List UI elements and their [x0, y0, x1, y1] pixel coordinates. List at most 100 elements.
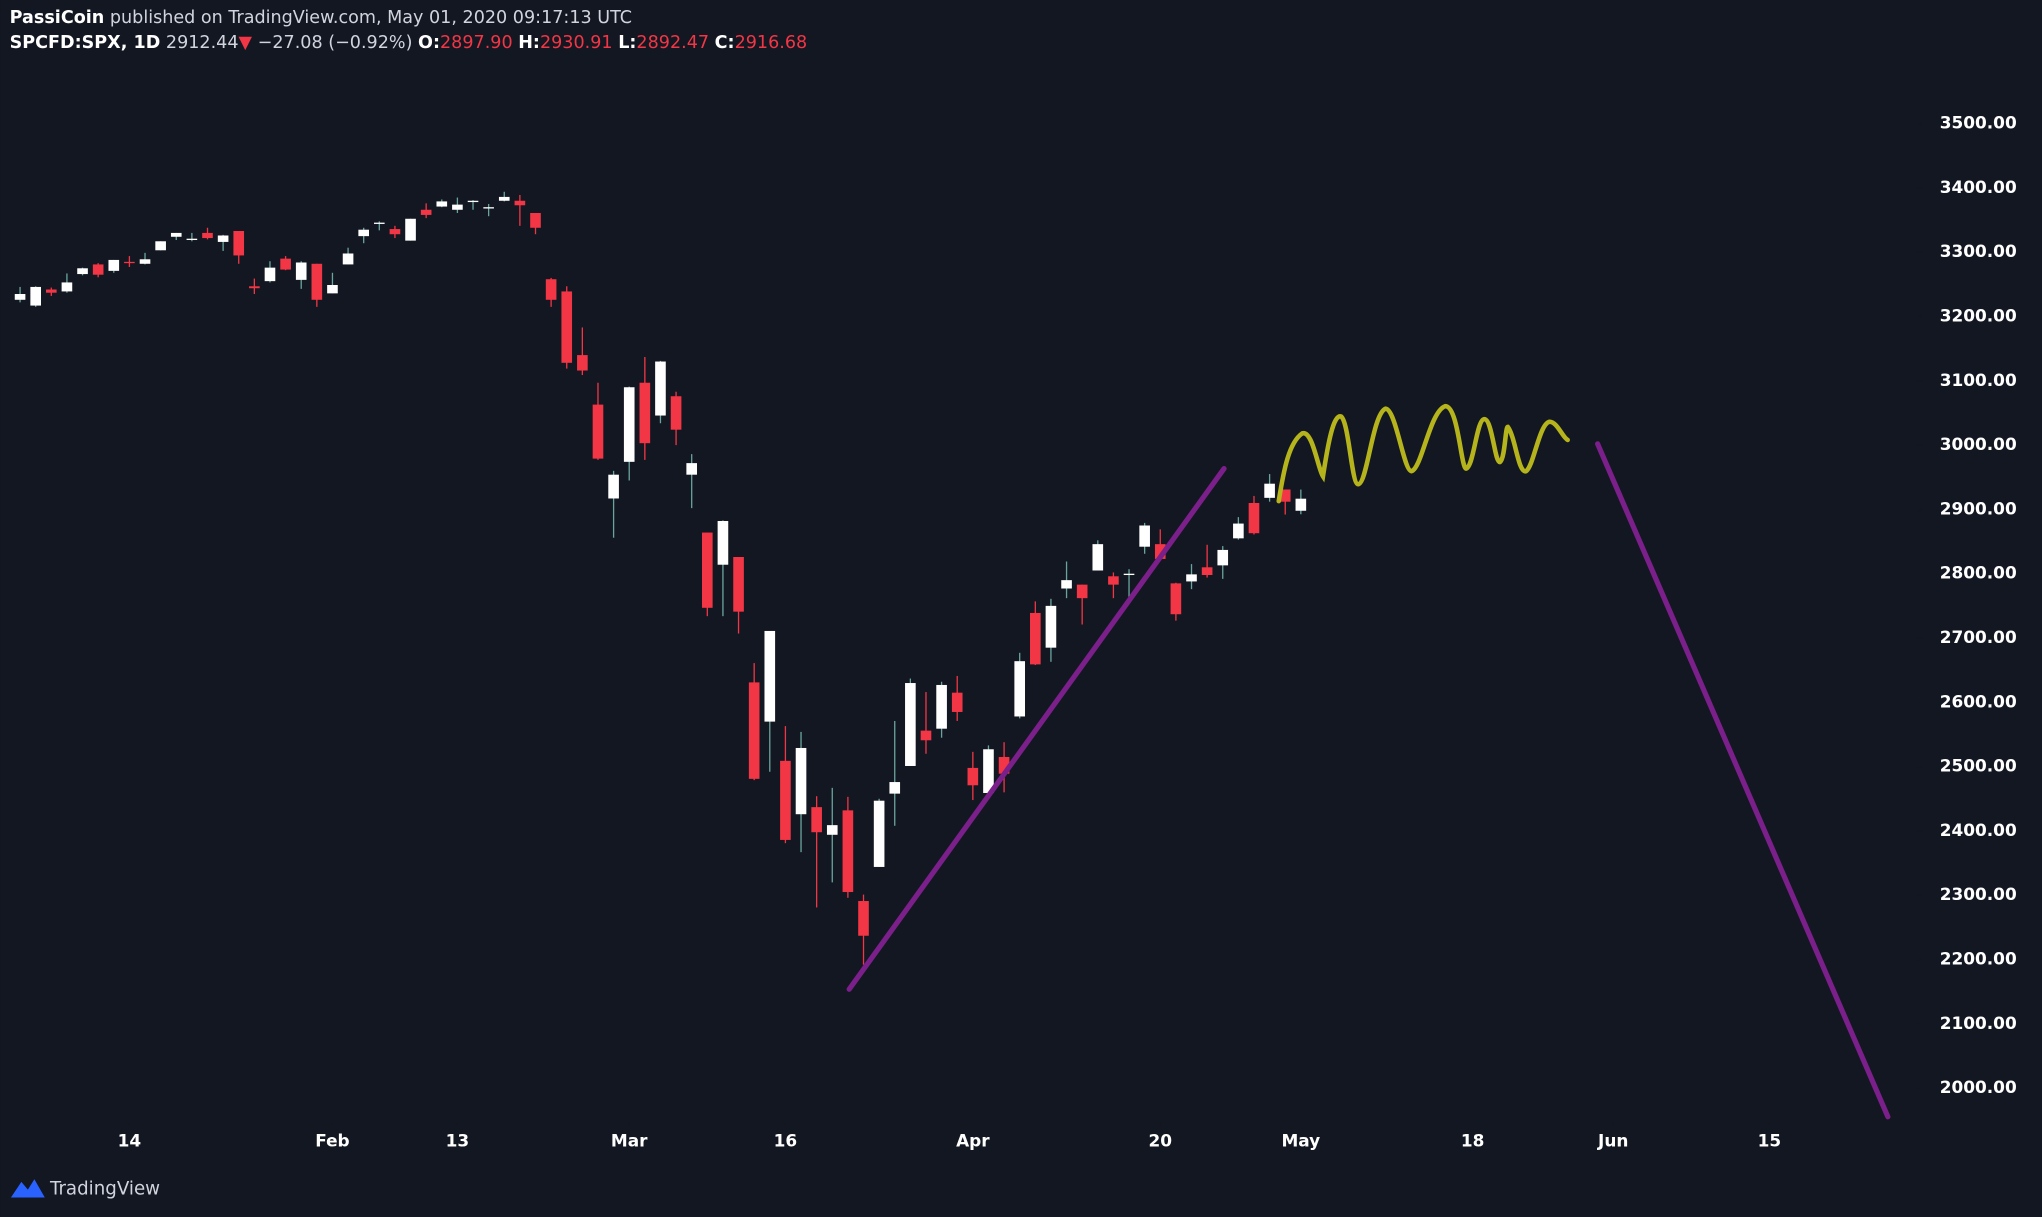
y-tick-label: 2900.00 — [1940, 498, 2017, 518]
candle-body — [889, 782, 901, 794]
candle-body — [311, 263, 323, 300]
candle-body — [170, 232, 182, 237]
ohlc-label: C: — [715, 33, 735, 53]
x-tick-label: 15 — [1758, 1131, 1782, 1151]
candle-body — [373, 222, 385, 224]
ohlc-value: 2892.47 — [636, 33, 709, 53]
candle-body — [608, 474, 619, 499]
x-tick-label: 20 — [1149, 1131, 1173, 1151]
candle-body — [811, 807, 822, 833]
price: 2912.44 — [166, 33, 239, 53]
candle-body — [1217, 549, 1229, 566]
y-tick-label: 2500.00 — [1940, 756, 2017, 776]
candle-body — [717, 520, 729, 565]
candle-body — [1139, 525, 1150, 547]
x-tick-label: Apr — [956, 1131, 990, 1151]
candle-body — [1030, 612, 1041, 665]
candle-body — [998, 756, 1010, 774]
candle-body — [1154, 544, 1166, 559]
candle-body — [202, 232, 213, 239]
candle-body — [1264, 483, 1275, 498]
x-tick-label: Jun — [1597, 1131, 1628, 1151]
publish-line: PassiCoin published on TradingView.com, … — [10, 8, 632, 28]
y-tick-label: 2200.00 — [1940, 949, 2017, 969]
candle-body — [1279, 489, 1291, 502]
candle-body — [702, 532, 713, 608]
candles — [14, 191, 1307, 965]
candle-body — [452, 204, 463, 210]
change: −27.08 (−0.92%) — [258, 33, 413, 53]
arrow: ▼ — [239, 33, 253, 53]
y-tick-label: 3300.00 — [1940, 241, 2017, 261]
y-tick-label: 2600.00 — [1940, 691, 2017, 711]
ohlc-value: 2930.91 — [540, 33, 613, 53]
candle-body — [983, 749, 994, 793]
y-tick-label: 2800.00 — [1940, 563, 2017, 583]
author: PassiCoin — [10, 8, 105, 28]
candle-body — [186, 238, 198, 241]
y-tick-label: 3200.00 — [1940, 306, 2017, 326]
candle-body — [967, 767, 979, 786]
candle-body — [342, 253, 354, 265]
candle-body — [623, 387, 635, 462]
candle-body — [1076, 584, 1088, 599]
candle-body — [155, 241, 166, 251]
candle-body — [639, 382, 651, 444]
candle-body — [1108, 576, 1119, 585]
candle-body — [420, 209, 432, 215]
candle-body — [826, 825, 838, 835]
candle-body — [951, 692, 963, 712]
published: published on TradingView.com, May 01, 20… — [110, 8, 632, 28]
y-tick-label: 3100.00 — [1940, 370, 2017, 390]
y-tick-label: 2100.00 — [1940, 1013, 2017, 1033]
ohlc-label: H: — [518, 33, 540, 53]
candle-body — [561, 291, 573, 363]
candle-body — [1201, 567, 1213, 576]
candle-body — [108, 259, 120, 271]
candle-body — [14, 294, 26, 300]
candle-body — [358, 229, 370, 237]
candle-body — [249, 286, 260, 289]
x-tick-label: Mar — [611, 1131, 648, 1151]
candle-body — [686, 463, 698, 475]
candle-body — [436, 201, 448, 207]
candle-body — [545, 279, 557, 300]
candle-body — [1248, 502, 1260, 534]
candle-body — [764, 630, 776, 722]
candle-body — [264, 267, 276, 282]
candle-body — [30, 286, 41, 306]
x-tick-label: 16 — [774, 1131, 798, 1151]
y-tick-label: 2000.00 — [1940, 1077, 2017, 1097]
y-tick-label: 3400.00 — [1940, 177, 2017, 197]
x-tick-label: 18 — [1461, 1131, 1485, 1151]
candle-body — [139, 259, 151, 264]
ohlc-label: L: — [618, 33, 636, 53]
candle-body — [748, 682, 760, 779]
candle-body — [77, 268, 88, 275]
candle-body — [1092, 544, 1104, 571]
candle-body — [670, 396, 682, 430]
y-tick-label: 3500.00 — [1940, 113, 2017, 133]
candle-body — [780, 760, 791, 840]
ohlc-value: 2916.68 — [735, 33, 808, 53]
candle-body — [920, 730, 932, 741]
candle-body — [467, 200, 479, 203]
candle-body — [655, 361, 666, 416]
trend-line — [846, 465, 1227, 992]
candle-body — [233, 230, 245, 256]
candle-body — [1045, 605, 1057, 648]
candle-body — [1233, 523, 1244, 539]
candle-body — [842, 810, 854, 893]
x-tick-label: Feb — [315, 1131, 349, 1151]
ohlc-value: 2897.90 — [440, 33, 513, 53]
candle-body — [45, 289, 57, 293]
x-tick-label: 14 — [118, 1131, 142, 1151]
candle-body — [483, 207, 494, 209]
x-tick-label: 13 — [446, 1131, 470, 1151]
candle-body — [327, 285, 338, 294]
logo: TradingView — [10, 1179, 160, 1200]
candle-body — [795, 747, 807, 815]
symbol: SPCFD:SPX, 1D — [10, 33, 161, 53]
